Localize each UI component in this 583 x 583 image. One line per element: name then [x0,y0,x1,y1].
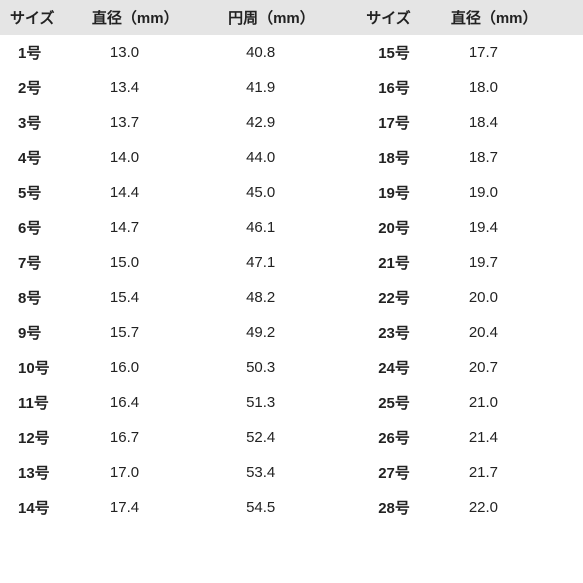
table-row: 9号15.749.223号20.4 [0,315,583,350]
cell-circumference: 49.2 [224,315,360,350]
table-row: 10号16.050.324号20.7 [0,350,583,385]
cell-size-2: 15号 [360,35,447,70]
cell-circumference: 46.1 [224,210,360,245]
table-row: 4号14.044.018号18.7 [0,140,583,175]
cell-diameter-2: 18.4 [447,105,583,140]
cell-diameter-1: 13.4 [88,70,224,105]
header-diameter-2: 直径（mm） [447,0,583,35]
cell-diameter-1: 15.0 [88,245,224,280]
cell-diameter-1: 13.7 [88,105,224,140]
cell-size-1: 10号 [0,350,88,385]
cell-size-1: 8号 [0,280,88,315]
table-row: 11号16.451.325号21.0 [0,385,583,420]
cell-circumference: 45.0 [224,175,360,210]
cell-diameter-2: 20.7 [447,350,583,385]
cell-size-1: 11号 [0,385,88,420]
cell-diameter-1: 15.4 [88,280,224,315]
cell-size-1: 6号 [0,210,88,245]
cell-size-1: 5号 [0,175,88,210]
header-diameter-1: 直径（mm） [88,0,224,35]
cell-diameter-1: 16.4 [88,385,224,420]
table-body: 1号13.040.815号17.72号13.441.916号18.03号13.7… [0,35,583,525]
table-row: 13号17.053.427号21.7 [0,455,583,490]
table-row: 1号13.040.815号17.7 [0,35,583,70]
cell-size-2: 18号 [360,140,447,175]
cell-size-2: 22号 [360,280,447,315]
cell-size-2: 20号 [360,210,447,245]
cell-size-2: 24号 [360,350,447,385]
cell-size-1: 13号 [0,455,88,490]
table-row: 6号14.746.120号19.4 [0,210,583,245]
cell-size-1: 2号 [0,70,88,105]
cell-circumference: 41.9 [224,70,360,105]
cell-diameter-1: 15.7 [88,315,224,350]
cell-size-1: 3号 [0,105,88,140]
cell-diameter-1: 16.0 [88,350,224,385]
table-header-row: サイズ 直径（mm） 円周（mm） サイズ 直径（mm） [0,0,583,35]
cell-size-2: 17号 [360,105,447,140]
cell-circumference: 50.3 [224,350,360,385]
cell-diameter-2: 21.7 [447,455,583,490]
cell-circumference: 44.0 [224,140,360,175]
table-row: 7号15.047.121号19.7 [0,245,583,280]
cell-size-2: 16号 [360,70,447,105]
header-circumference: 円周（mm） [224,0,360,35]
table-row: 12号16.752.426号21.4 [0,420,583,455]
cell-circumference: 48.2 [224,280,360,315]
table-row: 3号13.742.917号18.4 [0,105,583,140]
cell-diameter-1: 14.0 [88,140,224,175]
cell-diameter-2: 17.7 [447,35,583,70]
cell-size-2: 23号 [360,315,447,350]
cell-size-2: 26号 [360,420,447,455]
cell-size-2: 27号 [360,455,447,490]
cell-diameter-2: 19.7 [447,245,583,280]
cell-diameter-1: 16.7 [88,420,224,455]
cell-diameter-2: 21.4 [447,420,583,455]
cell-circumference: 53.4 [224,455,360,490]
cell-size-1: 14号 [0,490,88,525]
cell-size-2: 28号 [360,490,447,525]
table-row: 5号14.445.019号19.0 [0,175,583,210]
header-size-1: サイズ [0,0,88,35]
cell-size-2: 21号 [360,245,447,280]
cell-circumference: 47.1 [224,245,360,280]
cell-diameter-2: 18.7 [447,140,583,175]
table-row: 2号13.441.916号18.0 [0,70,583,105]
cell-diameter-2: 20.0 [447,280,583,315]
table-row: 14号17.454.528号22.0 [0,490,583,525]
cell-diameter-2: 19.4 [447,210,583,245]
cell-diameter-1: 13.0 [88,35,224,70]
cell-diameter-1: 14.4 [88,175,224,210]
cell-circumference: 40.8 [224,35,360,70]
cell-diameter-1: 14.7 [88,210,224,245]
cell-circumference: 42.9 [224,105,360,140]
cell-size-2: 25号 [360,385,447,420]
cell-diameter-2: 21.0 [447,385,583,420]
cell-size-1: 4号 [0,140,88,175]
cell-size-1: 1号 [0,35,88,70]
cell-size-1: 9号 [0,315,88,350]
ring-size-table: サイズ 直径（mm） 円周（mm） サイズ 直径（mm） 1号13.040.81… [0,0,583,525]
cell-circumference: 52.4 [224,420,360,455]
cell-diameter-1: 17.0 [88,455,224,490]
cell-circumference: 51.3 [224,385,360,420]
cell-diameter-2: 19.0 [447,175,583,210]
table-row: 8号15.448.222号20.0 [0,280,583,315]
cell-diameter-2: 22.0 [447,490,583,525]
cell-size-2: 19号 [360,175,447,210]
cell-diameter-2: 18.0 [447,70,583,105]
cell-circumference: 54.5 [224,490,360,525]
cell-diameter-1: 17.4 [88,490,224,525]
cell-diameter-2: 20.4 [447,315,583,350]
header-size-2: サイズ [360,0,447,35]
cell-size-1: 7号 [0,245,88,280]
cell-size-1: 12号 [0,420,88,455]
